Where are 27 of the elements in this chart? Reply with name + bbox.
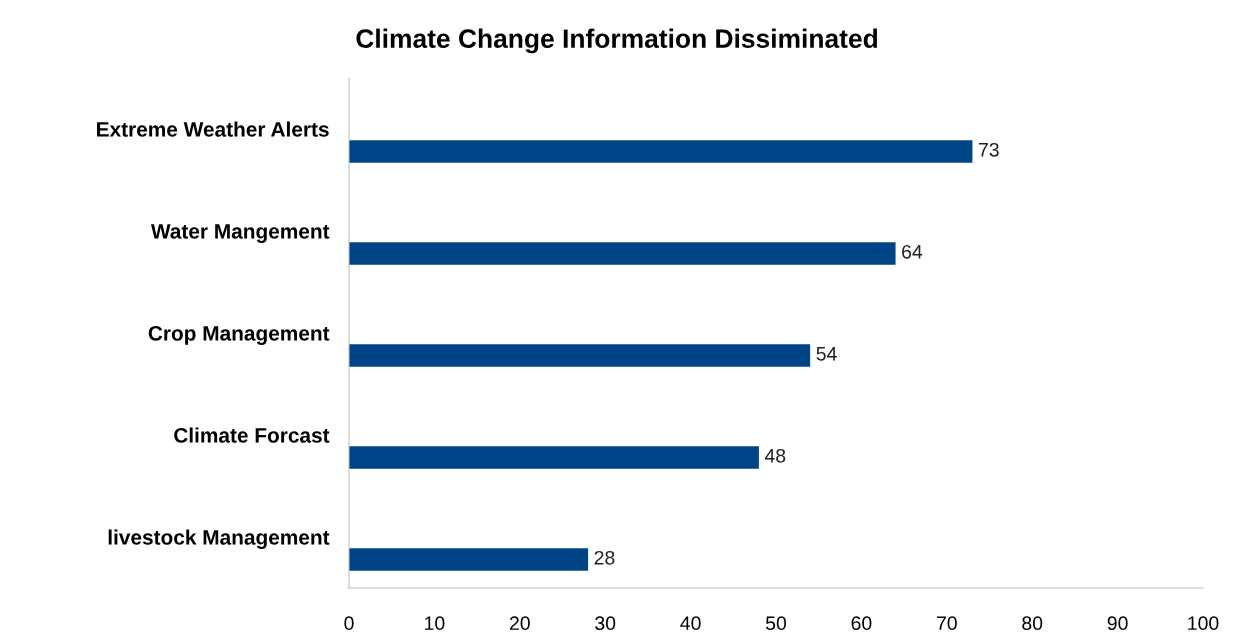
y-tick-label: Crop Management [148,325,330,345]
data-label: 64 [902,244,923,259]
bar [349,548,589,571]
x-tick-label: 100 [1188,616,1219,631]
y-tick-label: Extreme Weather Alerts [97,121,329,137]
bar [349,242,896,265]
y-tick-label: livestock Management [108,529,330,549]
bar [349,446,759,469]
x-tick-label: 80 [1022,616,1043,631]
x-tick-label: 0 [344,616,354,631]
data-label: 54 [816,347,837,361]
x-tick-label: 70 [936,616,957,631]
chart-title: Climate Change Information Dissiminated [356,28,878,54]
x-tick-label: 90 [1107,616,1128,631]
y-tick-label: Climate Forcast [174,427,330,443]
x-tick-label: 10 [425,616,445,631]
data-label: 48 [764,448,786,463]
y-tick-label: Water Mangement [150,224,330,243]
data-label: 28 [594,550,615,565]
data-label: 73 [978,142,999,157]
x-tick-label: 30 [595,616,616,631]
bar [349,344,811,367]
bar [349,140,973,163]
x-tick-label: 50 [765,616,787,631]
x-tick-label: 40 [680,616,701,631]
x-tick-label: 20 [509,616,530,631]
x-tick-label: 60 [851,616,872,631]
